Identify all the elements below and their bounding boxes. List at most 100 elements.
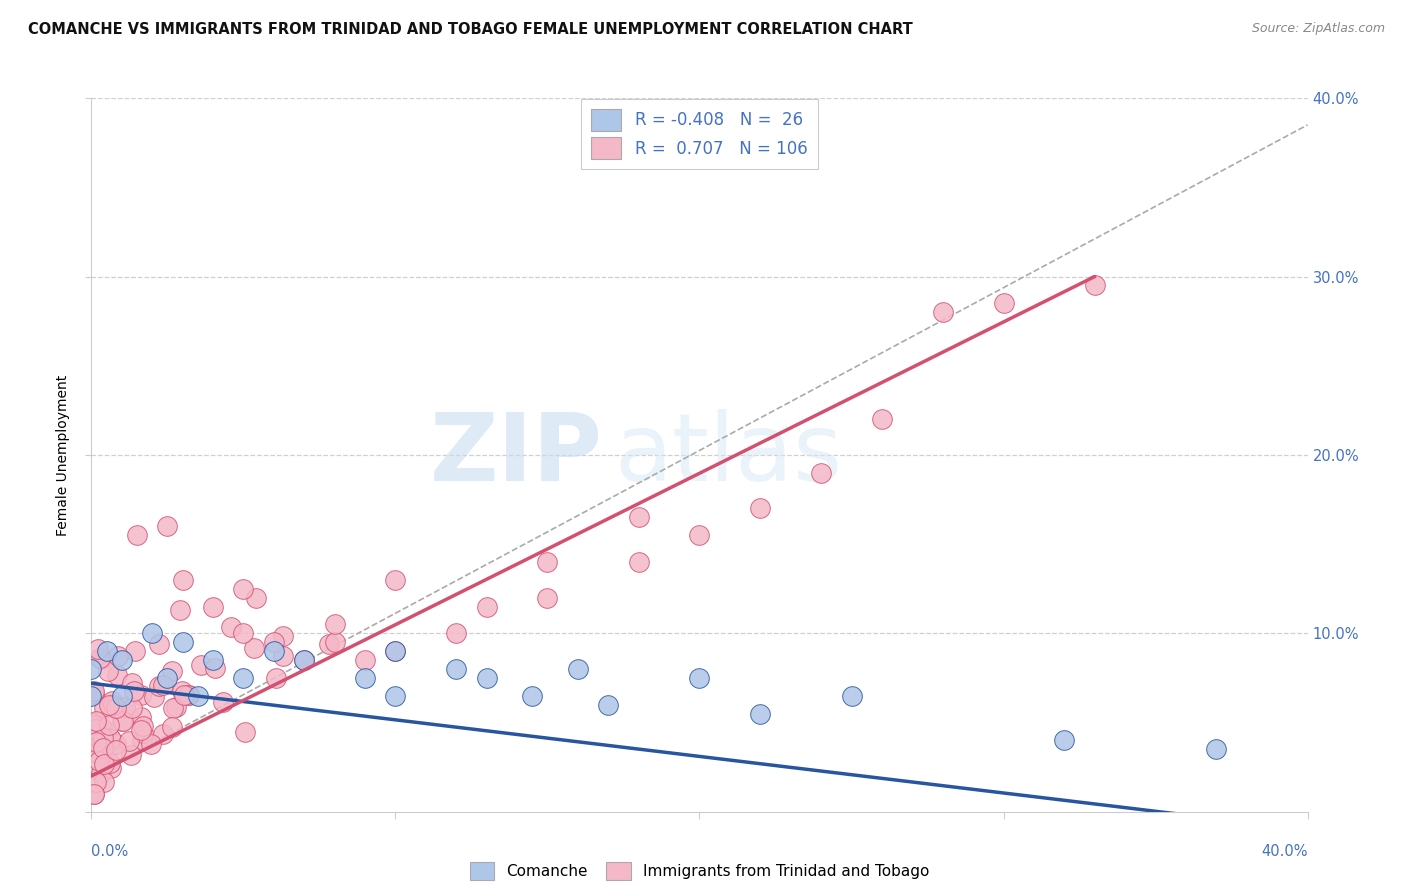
Point — [384, 644, 406, 658]
Point — [179, 688, 201, 702]
Text: atlas: atlas — [614, 409, 842, 501]
Point — [89, 747, 111, 762]
Point — [80, 689, 103, 703]
Point — [243, 640, 266, 655]
Point — [120, 747, 142, 762]
Point — [688, 671, 710, 685]
Point — [91, 731, 114, 745]
Point — [83, 787, 105, 801]
Point — [475, 671, 498, 685]
Text: Source: ZipAtlas.com: Source: ZipAtlas.com — [1251, 22, 1385, 36]
Point — [83, 687, 105, 701]
Point — [202, 653, 225, 667]
Point — [111, 689, 134, 703]
Point — [121, 701, 143, 715]
Point — [96, 644, 118, 658]
Point — [100, 732, 122, 747]
Point — [187, 689, 209, 703]
Point — [111, 653, 134, 667]
Point — [232, 582, 254, 596]
Point — [264, 671, 287, 685]
Point — [292, 653, 315, 667]
Point — [475, 599, 498, 614]
Point — [204, 661, 226, 675]
Text: 0.0%: 0.0% — [91, 845, 128, 859]
Point — [107, 649, 129, 664]
Point — [870, 412, 893, 426]
Point — [125, 528, 148, 542]
Point — [233, 724, 256, 739]
Point — [567, 662, 589, 676]
Point — [132, 725, 155, 739]
Point — [122, 684, 145, 698]
Point — [87, 754, 110, 768]
Point — [83, 787, 105, 801]
Point — [152, 678, 174, 692]
Text: ZIP: ZIP — [429, 409, 602, 501]
Point — [263, 644, 285, 658]
Point — [141, 626, 163, 640]
Point — [263, 635, 285, 649]
Point — [384, 644, 406, 658]
Point — [841, 689, 863, 703]
Point — [98, 731, 121, 745]
Point — [170, 684, 193, 698]
Point — [100, 761, 122, 775]
Point — [148, 637, 170, 651]
Point — [80, 662, 103, 676]
Point — [271, 629, 294, 643]
Point — [177, 688, 200, 702]
Point — [84, 775, 107, 789]
Point — [323, 635, 346, 649]
Point — [522, 689, 544, 703]
Point — [160, 719, 183, 733]
Point — [105, 737, 128, 751]
Point — [211, 694, 233, 708]
Point — [91, 651, 114, 665]
Point — [749, 706, 772, 721]
Point — [536, 591, 558, 605]
Point — [131, 732, 153, 747]
Point — [91, 740, 114, 755]
Point — [91, 721, 114, 735]
Point — [89, 651, 111, 665]
Point — [232, 626, 254, 640]
Point — [749, 501, 772, 516]
Point — [173, 688, 195, 702]
Point — [98, 698, 121, 712]
Point — [156, 519, 179, 533]
Point — [129, 689, 152, 703]
Point — [104, 742, 127, 756]
Point — [143, 690, 166, 705]
Point — [139, 737, 162, 751]
Legend: Comanche, Immigrants from Trinidad and Tobago: Comanche, Immigrants from Trinidad and T… — [464, 856, 935, 886]
Point — [271, 649, 294, 664]
Point — [124, 644, 146, 658]
Point — [810, 466, 832, 480]
Point — [90, 765, 112, 780]
Point — [354, 671, 377, 685]
Text: 40.0%: 40.0% — [1261, 845, 1308, 859]
Point — [87, 641, 110, 656]
Y-axis label: Female Unemployment: Female Unemployment — [56, 375, 70, 535]
Point — [931, 305, 953, 319]
Point — [121, 676, 143, 690]
Point — [86, 746, 108, 760]
Point — [190, 658, 212, 673]
Point — [598, 698, 620, 712]
Point — [148, 680, 170, 694]
Point — [131, 719, 153, 733]
Point — [1053, 733, 1076, 747]
Point — [90, 739, 112, 754]
Point — [627, 510, 650, 524]
Point — [169, 603, 191, 617]
Point — [1084, 278, 1107, 293]
Point — [219, 620, 242, 634]
Point — [1205, 742, 1227, 756]
Point — [97, 718, 120, 732]
Point — [93, 756, 115, 771]
Point — [90, 734, 112, 748]
Point — [101, 694, 124, 708]
Point — [98, 756, 121, 770]
Point — [84, 723, 107, 737]
